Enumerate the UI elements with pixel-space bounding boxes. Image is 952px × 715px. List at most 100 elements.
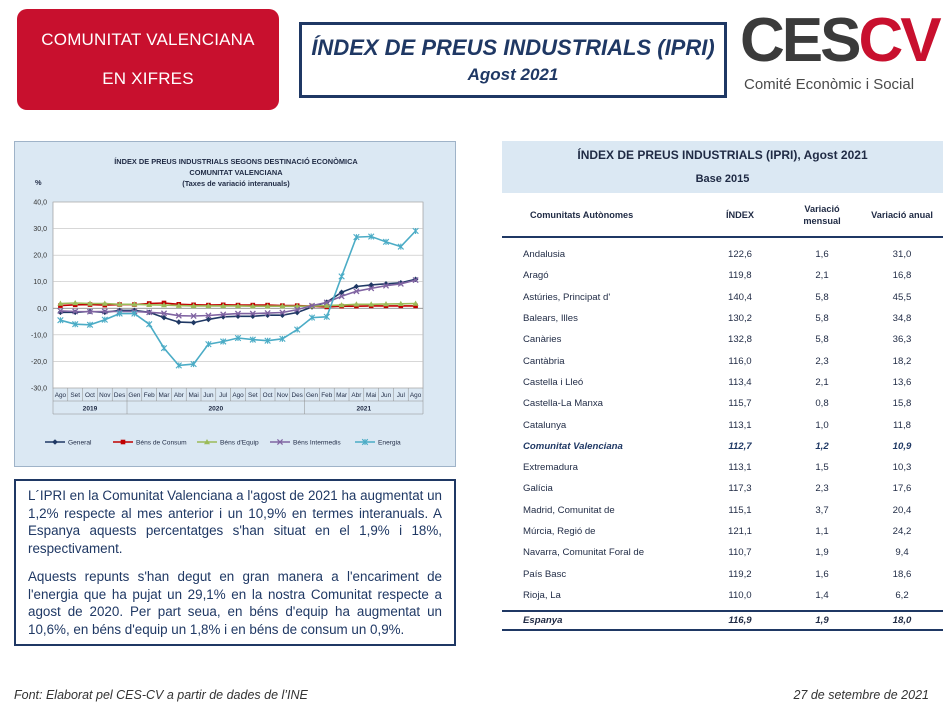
- table-row: Galícia 117,3 2,3 17,6: [502, 478, 943, 499]
- cell-index: 119,8: [728, 270, 752, 282]
- report-subtitle: Agost 2021: [467, 65, 559, 84]
- series-5-point: [308, 314, 316, 321]
- x-tick-label: Gen: [306, 392, 319, 399]
- legend-label: Béns Intermedis: [293, 440, 341, 447]
- cell-anual: 11,8: [893, 419, 911, 431]
- legend-marker: [120, 439, 126, 445]
- x-tick-label: Ago: [55, 392, 67, 399]
- series-4-point: [160, 310, 168, 317]
- table-row: Extremadura 113,1 1,5 10,3: [502, 457, 943, 478]
- series-5-point: [175, 362, 182, 369]
- x-tick-label: Des: [114, 392, 125, 399]
- chart-subtitle-2: (Taxes de variació interanuals): [182, 179, 290, 188]
- logo-ces: CES: [740, 6, 861, 75]
- cell-mensual: 1,6: [815, 249, 829, 261]
- cell-name: Aragó: [523, 270, 549, 282]
- y-tick-label: 20,0: [33, 253, 47, 260]
- table-base: Base 2015: [695, 173, 750, 185]
- table-title: ÍNDEX DE PREUS INDUSTRIALS (IPRI), Agost…: [577, 148, 868, 162]
- series-4-point: [353, 288, 360, 295]
- x-tick-label: Mar: [158, 392, 170, 399]
- cell-mensual: 5,8: [815, 313, 829, 325]
- series-4-point: [382, 282, 390, 289]
- series-5-point: [294, 326, 301, 333]
- y-tick-label: 40,0: [33, 200, 47, 207]
- cell-mensual: 5,8: [815, 291, 829, 303]
- table-title-block: ÍNDEX DE PREUS INDUSTRIALS (IPRI), Agost…: [502, 141, 943, 193]
- x-tick-label: Ago: [232, 392, 244, 399]
- series-4-point: [190, 312, 197, 320]
- x-tick-label: Mai: [366, 392, 376, 399]
- cell-anual: 18,2: [892, 355, 912, 367]
- series-4-point: [294, 306, 301, 313]
- cell-mensual: 2,3: [815, 355, 829, 367]
- table-body: Andalusia 122,6 1,6 31,0 Aragó 119,8 2,1 16,8 As…: [502, 238, 943, 606]
- report-title-box: ÍNDEX DE PREUS INDUSTRIALS (IPRI) Agost …: [299, 22, 727, 98]
- cell-index: 119,2: [728, 568, 752, 580]
- cell-index: 140,4: [727, 291, 752, 303]
- series-4-point: [57, 307, 64, 315]
- cell-name: Balears, Illes: [523, 313, 578, 325]
- year-label: 2019: [83, 406, 98, 413]
- series-5-point: [368, 233, 375, 240]
- cell-index: 122,6: [727, 249, 752, 261]
- chart-svg: ÍNDEX DE PREUS INDUSTRIALS SEGONS DESTIN…: [31, 157, 424, 447]
- legend-marker: [361, 438, 369, 446]
- table-row: Catalunya 113,1 1,0 11,8: [502, 414, 943, 435]
- cell-anual: 45,5: [892, 291, 912, 303]
- series-5-point: [57, 317, 64, 324]
- series-5-point: [116, 310, 123, 317]
- series-3-point: [383, 301, 389, 307]
- series-4-point: [323, 299, 330, 306]
- cell-name: Galícia: [523, 483, 553, 495]
- series-3-point: [205, 302, 212, 309]
- series-5-point: [101, 316, 108, 323]
- cell-name: Castella-La Manxa: [523, 398, 603, 410]
- cell-mensual: 2,1: [815, 376, 829, 388]
- table-row: Castella-La Manxa 115,7 0,8 15,8: [502, 393, 943, 414]
- cell-anual: 13,6: [892, 376, 912, 388]
- x-tick-label: Jun: [203, 392, 214, 399]
- cell-anual: 15,8: [892, 398, 912, 410]
- table-row: Navarra, Comunitat Foral de 110,7 1,9 9,4: [502, 542, 943, 563]
- logo-subtitle: Comité Econòmic i Social: [744, 76, 915, 93]
- cell-name: Espanya: [523, 615, 563, 627]
- series-3-point: [220, 302, 227, 309]
- cell-index: 132,8: [727, 334, 752, 346]
- x-tick-label: Set: [70, 392, 80, 399]
- table-row: Astúries, Principat d' 140,4 5,8 45,5: [502, 287, 943, 308]
- x-tick-label: Des: [292, 392, 303, 399]
- series-3-point: [72, 299, 79, 306]
- cell-mensual: 2,3: [815, 483, 829, 495]
- cell-anual: 24,2: [892, 526, 912, 537]
- series-4-point: [368, 285, 375, 292]
- series-5-point: [382, 238, 390, 246]
- cell-mensual: 1,6: [815, 568, 829, 580]
- legend-label: General: [68, 440, 92, 447]
- table-row: Canàries 132,8 5,8 36,3: [502, 329, 943, 350]
- region-badge: COMUNITAT VALENCIANA EN XIFRES: [17, 9, 279, 110]
- logo-cv: CV: [858, 6, 941, 75]
- series-3-point: [279, 303, 286, 309]
- series-5-point: [160, 344, 168, 352]
- x-tick-label: Abr: [174, 392, 185, 399]
- table-row: Castella i Lleó 113,4 2,1 13,6: [502, 372, 943, 393]
- cell-mensual: 1,0: [815, 419, 829, 431]
- legend-label: Béns de Consum: [136, 440, 187, 447]
- series-5-point: [397, 243, 404, 250]
- series-3-point: [249, 303, 256, 309]
- cell-name: País Basc: [523, 568, 567, 580]
- series-3-point: [116, 301, 123, 307]
- series-1-point: [116, 307, 123, 314]
- cell-name: Múrcia, Regió de: [523, 526, 596, 537]
- cell-name: Astúries, Principat d': [523, 291, 611, 303]
- series-1-point: [161, 314, 167, 321]
- footer-source: Font: Elaborat pel CES-CV a partir de da…: [14, 688, 308, 702]
- series-4-point: [146, 309, 153, 316]
- series-4-point: [264, 310, 271, 317]
- series-5-point: [190, 360, 197, 368]
- series-5-point: [234, 334, 242, 342]
- table-row: Andalusia 122,6 1,6 31,0: [502, 244, 943, 265]
- cell-name: Extremadura: [523, 462, 578, 474]
- series-3-point: [412, 300, 419, 306]
